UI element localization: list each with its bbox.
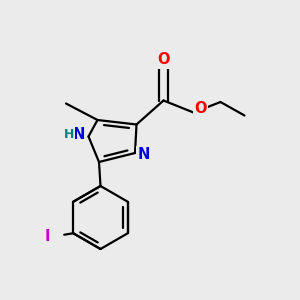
Text: H: H xyxy=(64,128,74,141)
Text: O: O xyxy=(157,52,170,68)
Text: N: N xyxy=(137,147,150,162)
Text: O: O xyxy=(194,101,206,116)
Text: N: N xyxy=(73,127,85,142)
Text: I: I xyxy=(44,229,50,244)
